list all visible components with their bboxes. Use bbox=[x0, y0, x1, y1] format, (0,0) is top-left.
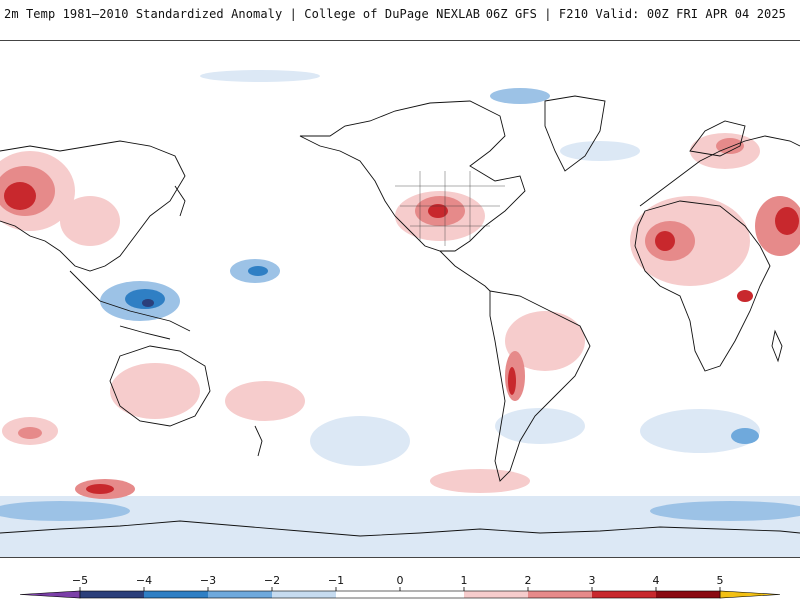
colorbar-bin bbox=[336, 591, 400, 598]
colorbar-bin bbox=[528, 591, 592, 598]
colorbar-bin bbox=[80, 591, 144, 598]
colorbar-canvas: −5 −4 −3 −2 −1 0 1 2 3 4 5 bbox=[19, 574, 781, 599]
anomaly-blob bbox=[4, 182, 36, 210]
map-canvas bbox=[0, 70, 800, 557]
colorbar-bin bbox=[656, 591, 720, 598]
anomaly-blob bbox=[495, 408, 585, 444]
anomaly-blob bbox=[0, 501, 130, 521]
colorbar-tick-label: 0 bbox=[397, 574, 404, 587]
colorbar-bin bbox=[272, 591, 336, 598]
anomaly-map[interactable] bbox=[0, 40, 800, 558]
colorbar-tick-label: 1 bbox=[461, 574, 468, 587]
anomaly-blob bbox=[775, 207, 799, 235]
anomaly-blob bbox=[737, 290, 753, 302]
colorbar-tick-label: −2 bbox=[264, 574, 280, 587]
colorbar-bin bbox=[592, 591, 656, 598]
anomaly-blob bbox=[18, 427, 42, 439]
anomaly-blob bbox=[200, 70, 320, 82]
anomaly-blob bbox=[125, 289, 165, 309]
anomaly-blob bbox=[225, 381, 305, 421]
anomaly-blob bbox=[508, 367, 516, 395]
anomaly-blob bbox=[60, 196, 120, 246]
anomaly-blob bbox=[428, 204, 448, 218]
colorbar-bin bbox=[400, 591, 464, 598]
anomaly-blob bbox=[430, 469, 530, 493]
anomaly-blob bbox=[650, 501, 800, 521]
anomaly-blob bbox=[86, 484, 114, 494]
anomaly-blob bbox=[110, 363, 200, 419]
colorbar-under-arrow bbox=[19, 590, 81, 599]
colorbar-bin bbox=[144, 591, 208, 598]
header: 2m Temp 1981–2010 Standardized Anomaly |… bbox=[0, 0, 800, 40]
colorbar-bin bbox=[208, 591, 272, 598]
colorbar-tick-label: −3 bbox=[200, 574, 216, 587]
anomaly-blob bbox=[490, 88, 550, 104]
colorbar-tick-label: −5 bbox=[72, 574, 88, 587]
model-run-info: 06Z GFS | F210 Valid: 00Z FRI APR 04 202… bbox=[485, 7, 786, 21]
colorbar: −5 −4 −3 −2 −1 0 1 2 3 4 5 bbox=[0, 560, 800, 600]
colorbar-over-arrow bbox=[719, 590, 781, 599]
colorbar-tick-label: 3 bbox=[589, 574, 596, 587]
us-state-borders bbox=[395, 171, 505, 246]
anomaly-blob bbox=[505, 311, 585, 371]
colorbar-bin bbox=[464, 591, 528, 598]
colorbar-tick-label: 2 bbox=[525, 574, 532, 587]
anomaly-blob bbox=[560, 141, 640, 161]
anomaly-blob bbox=[248, 266, 268, 276]
colorbar-tick-label: −1 bbox=[328, 574, 344, 587]
anomaly-blob bbox=[310, 416, 410, 466]
anomaly-blob bbox=[731, 428, 759, 444]
anomaly-blob bbox=[640, 409, 760, 453]
anomaly-blob bbox=[655, 231, 675, 251]
colorbar-tick-label: 4 bbox=[653, 574, 660, 587]
coastlines bbox=[0, 95, 800, 537]
colorbar-tick-label: −4 bbox=[136, 574, 152, 587]
anomaly-blob bbox=[142, 299, 154, 307]
map-title: 2m Temp 1981–2010 Standardized Anomaly |… bbox=[4, 7, 481, 21]
colorbar-tick-label: 5 bbox=[717, 574, 724, 587]
